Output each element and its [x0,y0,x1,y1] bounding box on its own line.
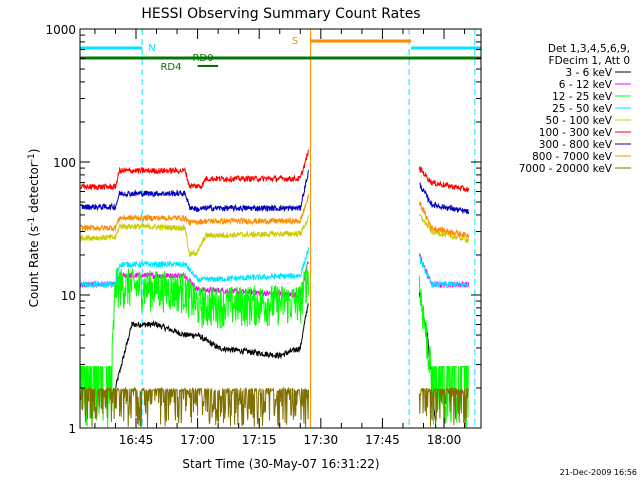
legend-item-100-300-kev: 100 - 300 keV [539,127,613,139]
timestamp: 21-Dec-2009 16:56 [560,468,637,477]
x-tick-label: 16:45 [119,433,154,447]
legend-item-6-12-kev: 6 - 12 keV [559,79,613,91]
flag-label-rd4: RD4 [160,62,181,73]
y-tick-label: 100 [53,156,76,170]
y-axis-label-sup2: -1 [27,153,37,162]
series-line-7000-20000-kev [80,386,309,428]
plot-frame [79,28,482,429]
legend-header-line-1: Det 1,3,4,5,6,9, [548,43,630,55]
series-line-12-25-kev [418,276,469,428]
series-line-100-300-kev [80,149,309,191]
y-axis-label: Count Rate (s-1 detector-1) [27,149,41,308]
y-tick-label: 1 [68,422,76,436]
series-line-300-800-kev [419,181,470,215]
legend-item-300-800-kev: 300 - 800 keV [539,139,613,151]
series-line-25-50-kev [80,247,309,289]
series-line-100-300-kev [418,166,470,193]
flag-label-n: N [148,43,155,54]
series-line-300-800-kev [80,169,309,213]
plot-area: N S RD0 RD4 [79,29,481,429]
series-line-25-50-kev [418,255,469,289]
legend-item-800-7000-kev: 800 - 7000 keV [532,151,613,163]
y-axis-label-main: Count Rate (s [27,226,41,308]
y-axis-label-end: ) [27,149,41,154]
legend-header-line-2: FDecim 1, Att 0 [549,55,630,67]
series-line-3-6-kev [115,303,309,389]
series-line-800-7000-kev [418,201,470,238]
series-line-50-100-kev [80,215,309,257]
chart-title: HESSI Observing Summary Count Rates [141,6,420,22]
series-line-800-7000-kev [80,193,309,233]
x-tick-label: 17:30 [304,433,339,447]
x-tick-label: 17:45 [365,433,400,447]
flag-label-s: S [292,36,298,47]
x-tick-label: 17:15 [242,433,277,447]
legend-item-12-25-kev: 12 - 25 keV [552,91,613,103]
legend-item-25-50-kev: 25 - 50 keV [552,103,613,115]
x-tick-label: 17:00 [180,433,215,447]
legend-item-7000-20000-kev: 7000 - 20000 keV [519,163,613,175]
legend-item-50-100-kev: 50 - 100 keV [545,115,612,127]
flag-label-rd0: RD0 [192,53,213,64]
legend: Det 1,3,4,5,6,9, FDecim 1, Att 0 3 - 6 k… [519,43,631,175]
y-tick-label: 10 [61,289,76,303]
y-axis-label-sup: -1 [27,217,37,226]
x-axis-label: Start Time (30-May-07 16:31:22) [182,457,379,471]
y-axis-label-rest: detector [27,162,41,217]
series-line-12-25-kev [80,264,309,428]
legend-item-3-6-kev: 3 - 6 keV [565,67,612,79]
x-tick-label: 18:00 [427,433,462,447]
axes: 1 10 100 1000 16:45 17:00 17:15 17:30 17:45 18:00 [45,23,481,447]
y-tick-label: 1000 [45,23,76,37]
series-line-50-100-kev [418,213,470,244]
